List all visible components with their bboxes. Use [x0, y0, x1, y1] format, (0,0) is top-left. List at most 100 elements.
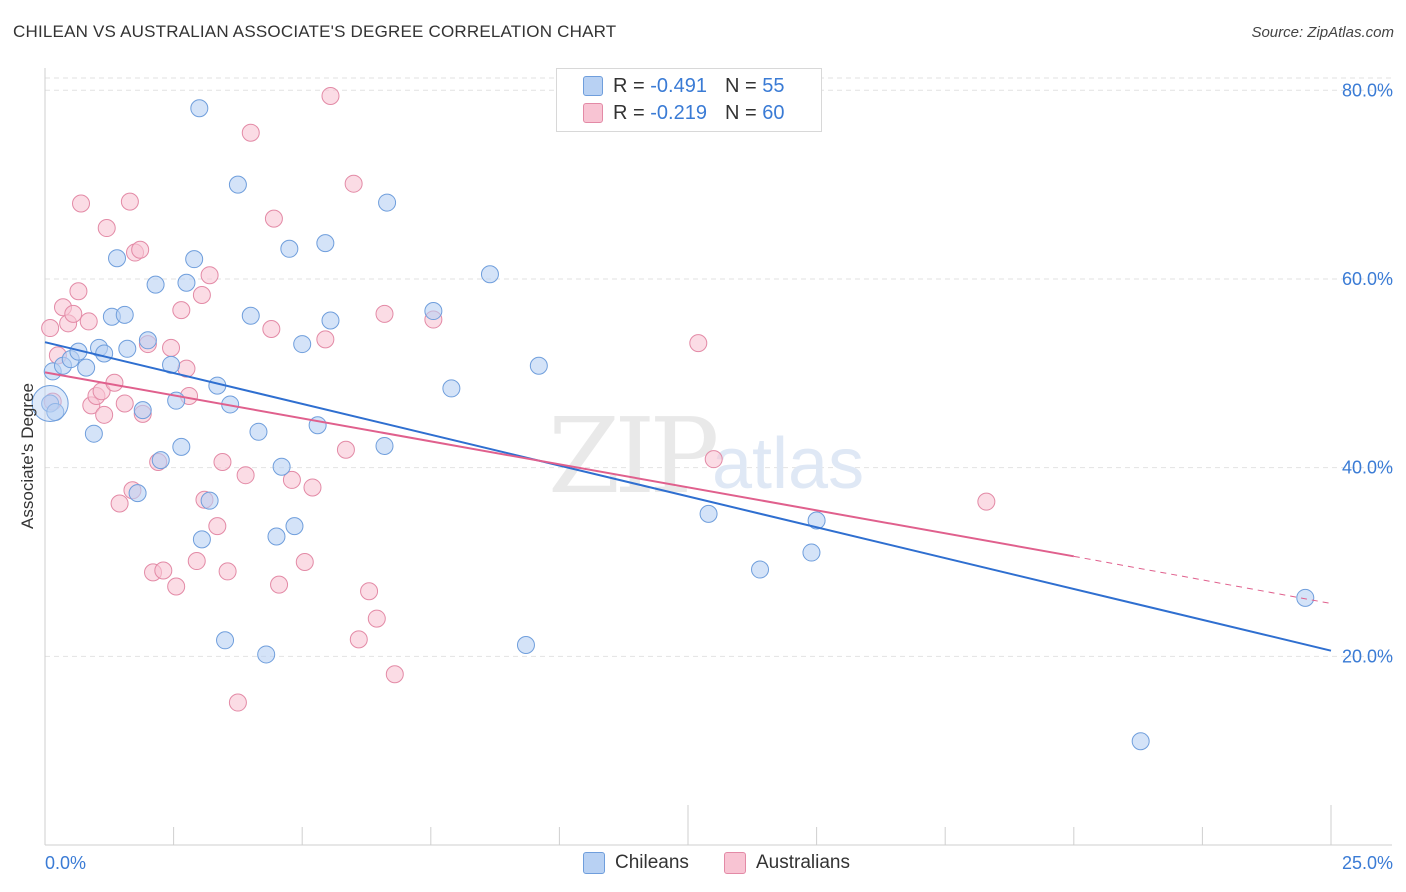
- australians-point: [321, 86, 340, 105]
- grid-lines: [45, 77, 1392, 657]
- australians-point: [349, 630, 368, 649]
- australians-point: [336, 440, 355, 459]
- legend-n-value: 60: [762, 101, 785, 124]
- chileans-swatch: [583, 852, 605, 874]
- australians-point: [69, 282, 88, 301]
- australians-point: [95, 405, 114, 424]
- chileans-point-cluster: [31, 385, 69, 423]
- australians-point: [79, 312, 98, 331]
- chileans-point: [108, 249, 127, 268]
- australians-point: [200, 266, 219, 285]
- chileans-point: [802, 543, 821, 562]
- chileans-point: [228, 175, 247, 194]
- chileans-point: [138, 331, 157, 350]
- australians-trend-extension: [1073, 555, 1332, 604]
- chileans-swatch: [583, 76, 603, 96]
- australians-point: [162, 338, 181, 357]
- x-tick-label-max: 25.0%: [1342, 853, 1393, 873]
- australians-point: [167, 577, 186, 596]
- australians-point: [120, 192, 139, 211]
- chileans-point: [267, 527, 286, 546]
- australians-point: [72, 194, 91, 213]
- legend-row-chileans: R = -0.491 N = 55: [583, 73, 784, 99]
- chileans-point: [115, 305, 134, 324]
- australians-point: [977, 492, 996, 511]
- australians-point: [375, 304, 394, 323]
- chileans-point: [200, 491, 219, 510]
- chileans-point: [378, 193, 397, 212]
- chileans-point: [177, 273, 196, 292]
- chileans-point: [95, 344, 114, 363]
- chileans-point: [699, 504, 718, 523]
- watermark-atlas: atlas: [712, 424, 864, 504]
- legend-n-label: N =: [724, 101, 757, 124]
- chileans-point: [1296, 588, 1315, 607]
- australians-point: [316, 330, 335, 349]
- australians-point: [270, 575, 289, 594]
- legend-n-label: N =: [724, 74, 757, 97]
- legend-item-chileans[interactable]: Chileans: [583, 852, 689, 874]
- legend-r-value: -0.219: [650, 101, 707, 124]
- legend-r-label: R =: [613, 101, 645, 124]
- australians-point: [228, 693, 247, 712]
- australians-point: [213, 452, 232, 471]
- australians-point: [262, 319, 281, 338]
- australians-point: [367, 609, 386, 628]
- chileans-point: [118, 339, 137, 358]
- chileans-point: [192, 530, 211, 549]
- legend-item-australians[interactable]: Australians: [724, 852, 850, 874]
- chileans-point: [77, 358, 96, 377]
- chileans-point: [316, 234, 335, 253]
- legend-n-value: 55: [762, 74, 785, 97]
- australians-point: [264, 209, 283, 228]
- series-legend: Chileans Australians: [0, 852, 1406, 876]
- chileans-point: [442, 379, 461, 398]
- australians-point: [689, 334, 708, 353]
- australians-point: [295, 552, 314, 571]
- chileans-point: [807, 511, 826, 530]
- australians-point: [187, 552, 206, 571]
- chileans-point: [133, 401, 152, 420]
- chileans-point: [241, 306, 260, 325]
- chileans-point: [285, 517, 304, 536]
- australians-point: [704, 450, 723, 469]
- australians-point: [131, 240, 150, 259]
- australians-point: [218, 562, 237, 581]
- y-tick-label: 40.0%: [1342, 458, 1393, 478]
- chileans-point: [172, 437, 191, 456]
- chileans-point: [1131, 732, 1150, 751]
- chileans-point: [84, 424, 103, 443]
- chart-title: CHILEAN VS AUSTRALIAN ASSOCIATE'S DEGREE…: [13, 22, 617, 41]
- y-axis-label: Associate's Degree: [18, 383, 37, 529]
- australians-swatch: [724, 852, 746, 874]
- chileans-point: [375, 436, 394, 455]
- australians-point: [97, 219, 116, 238]
- australians-swatch: [583, 103, 603, 123]
- australians-point: [241, 123, 260, 142]
- correlation-legend: R = -0.491 N = 55 R = -0.219 N = 60: [556, 68, 822, 132]
- trend-lines: [44, 341, 1332, 652]
- chileans-point: [151, 451, 170, 470]
- australians-point: [385, 665, 404, 684]
- chileans-point: [249, 422, 268, 441]
- chileans-point: [424, 302, 443, 321]
- australians-point: [192, 286, 211, 305]
- chileans-point: [280, 239, 299, 258]
- chileans-point: [751, 560, 770, 579]
- data-points: [31, 86, 1315, 751]
- australians-point: [41, 319, 60, 338]
- chileans-point: [128, 484, 147, 503]
- y-tick-label: 20.0%: [1342, 646, 1393, 666]
- chileans-point: [321, 311, 340, 330]
- legend-r-value: -0.491: [650, 74, 707, 97]
- australians-point: [236, 466, 255, 485]
- source-credit: Source: ZipAtlas.com: [1251, 24, 1394, 41]
- legend-r-label: R =: [613, 74, 645, 97]
- australians-point: [172, 301, 191, 320]
- legend-label-australians: Australians: [756, 852, 850, 873]
- chileans-point: [216, 631, 235, 650]
- australians-point: [282, 470, 301, 489]
- chileans-trend-line: [44, 341, 1332, 652]
- watermark-zip: ZIP: [548, 395, 716, 517]
